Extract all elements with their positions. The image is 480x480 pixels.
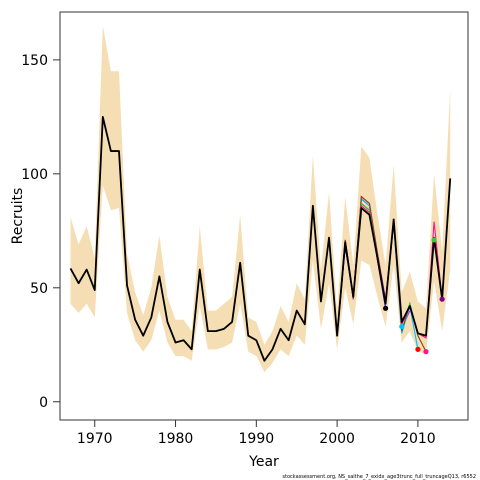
estimate-line-layer	[69, 115, 452, 362]
footnote: stockassessment.org, NS_saithe_7_exidx_a…	[282, 474, 476, 480]
x-tick-label-2000: 2000	[319, 431, 355, 447]
estimate-line	[69, 115, 452, 362]
y-tick-label-50: 50	[30, 281, 48, 297]
retro-points-layer	[382, 237, 445, 355]
x-axis-label: Year	[248, 454, 279, 470]
x-axis: 1970 1980 1990 2000 2010	[77, 420, 436, 447]
y-tick-label-0: 0	[39, 395, 48, 411]
retro-end-point-1	[382, 305, 389, 311]
plot-frame	[59, 11, 469, 421]
retro-end-point-2	[399, 323, 405, 330]
x-tick-label-1990: 1990	[239, 431, 275, 447]
y-axis: 0 50 100 150	[21, 53, 60, 411]
x-tick-label-1970: 1970	[77, 431, 113, 447]
retro-end-point-5	[431, 237, 437, 243]
retro-end-point-3	[415, 346, 421, 352]
x-tick-label-1980: 1980	[158, 431, 194, 447]
y-axis-label: Recruits	[10, 188, 26, 245]
x-tick-label-2010: 2010	[400, 431, 436, 447]
y-tick-label-100: 100	[21, 167, 48, 183]
y-tick-label-150: 150	[21, 53, 48, 69]
retro-end-point-6	[439, 296, 445, 302]
confidence-band-layer	[70, 25, 451, 373]
retro-end-point-4	[423, 349, 429, 355]
confidence-band	[70, 25, 451, 373]
